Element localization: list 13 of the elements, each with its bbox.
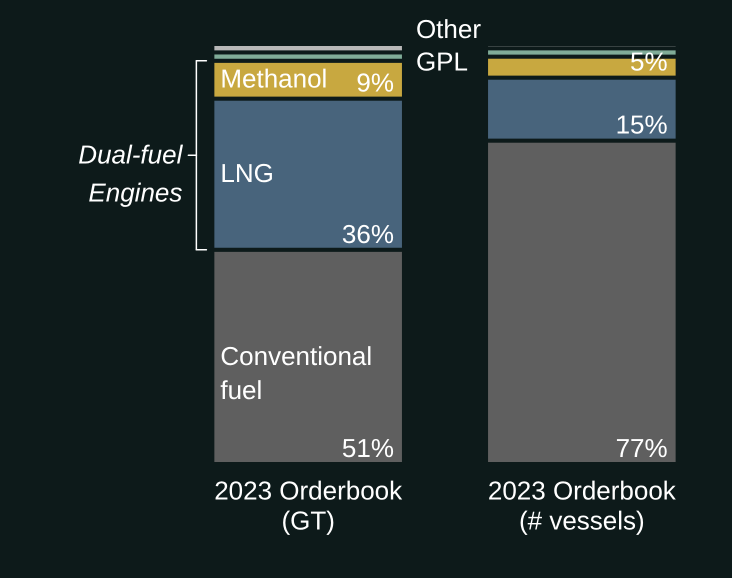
data-label: 15%	[616, 110, 668, 140]
series-label: Methanol	[220, 64, 328, 94]
x-tick-label: 2023 Orderbook (# vessels)	[488, 476, 677, 536]
series-label: Conventional fuel	[220, 340, 372, 405]
x-tick-label: 2023 Orderbook (GT)	[214, 476, 404, 536]
series-label: LNG	[220, 158, 274, 188]
data-label: 9%	[356, 68, 394, 98]
data-label: 36%	[342, 218, 394, 249]
data-label: 77%	[616, 433, 668, 463]
series-label: GPL	[416, 46, 468, 77]
annotation: Dual-fuel Engines	[78, 139, 184, 208]
data-label: 51%	[342, 433, 394, 463]
series-label: Other	[416, 14, 482, 44]
